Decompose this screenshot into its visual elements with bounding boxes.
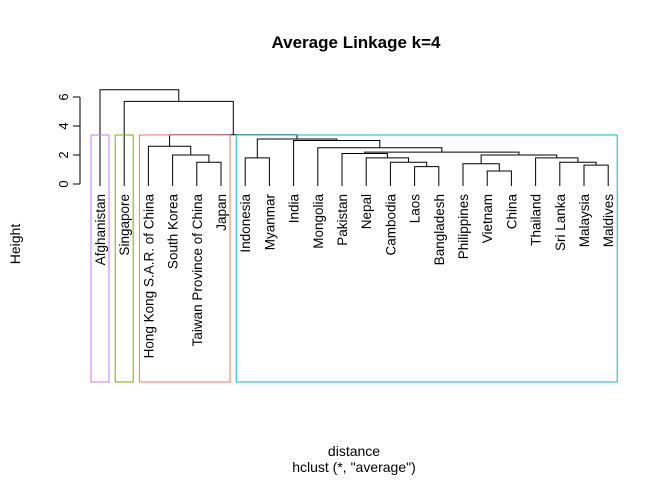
leaf-label: Maldives: [601, 194, 616, 248]
leaf-label: China: [504, 194, 519, 230]
leaf-label: Pakistan: [335, 194, 350, 246]
dendrogram-branch: [256, 138, 338, 158]
leaf-label: Malaysia: [577, 194, 592, 248]
leaf-label: Japan: [214, 194, 229, 231]
x-axis-label: distance: [328, 443, 380, 459]
dendrogram-branch: [147, 145, 192, 186]
dendrogram-branch: [414, 166, 440, 186]
leaf-label: Mongolia: [311, 194, 326, 249]
leaf-label: Nepal: [359, 194, 374, 229]
cluster-box: [90, 134, 110, 383]
leaf-label: Hong Kong S.A.R. of China: [141, 194, 156, 359]
leaf-label: India: [287, 194, 302, 224]
leaf-label: Laos: [408, 194, 423, 224]
chart-title: Average Linkage k=4: [272, 33, 442, 52]
leaf-label: Vietnam: [480, 194, 495, 243]
y-tick-label: 4: [56, 122, 71, 129]
y-axis: 0 2 4 6: [56, 93, 81, 188]
dendrogram-branch: [583, 164, 609, 186]
dendrogram-branch: [559, 161, 597, 186]
dendrogram-branch: [123, 100, 234, 186]
dendrogram-branch: [196, 161, 222, 186]
cluster-boxes: [90, 134, 618, 383]
x-axis-sublabel: hclust (*, "average"): [292, 459, 416, 475]
dendrogram-branch: [172, 154, 210, 186]
dendrogram-branch: [389, 161, 428, 186]
y-tick-label: 0: [56, 180, 71, 187]
dendrogram-branch: [462, 163, 500, 186]
dendrogram-branch: [486, 170, 512, 186]
leaf-label: Philippines: [456, 194, 471, 260]
leaf-label: Indonesia: [238, 194, 253, 253]
dendrogram-tree: [99, 89, 609, 186]
leaf-label: Cambodia: [383, 194, 398, 256]
cluster-box: [235, 134, 618, 383]
leaf-label: Taiwan Province of China: [190, 194, 205, 347]
y-axis-label: Height: [7, 224, 23, 265]
dendrogram-branch: [480, 154, 558, 164]
dendrogram-branch: [99, 89, 180, 186]
y-tick-label: 2: [56, 151, 71, 158]
leaf-label: Myanmar: [262, 194, 277, 251]
y-tick-label: 6: [56, 93, 71, 100]
leaf-label: Afghanistan: [93, 194, 108, 265]
dendrogram-branch: [169, 134, 298, 147]
cluster-box: [114, 134, 134, 383]
cluster-box: [138, 134, 231, 383]
leaf-label: South Korea: [166, 194, 181, 270]
leaf-label: Sri Lanka: [553, 194, 568, 252]
leaf-label: Singapore: [117, 194, 132, 256]
dendrogram-branch: [341, 153, 388, 186]
leaf-labels: Afghanistan Singapore Hong Kong S.A.R. of …: [93, 194, 616, 359]
leaf-label: Thailand: [529, 194, 544, 246]
leaf-label: Bangladesh: [432, 194, 447, 265]
dendrogram-branch: [244, 157, 270, 186]
